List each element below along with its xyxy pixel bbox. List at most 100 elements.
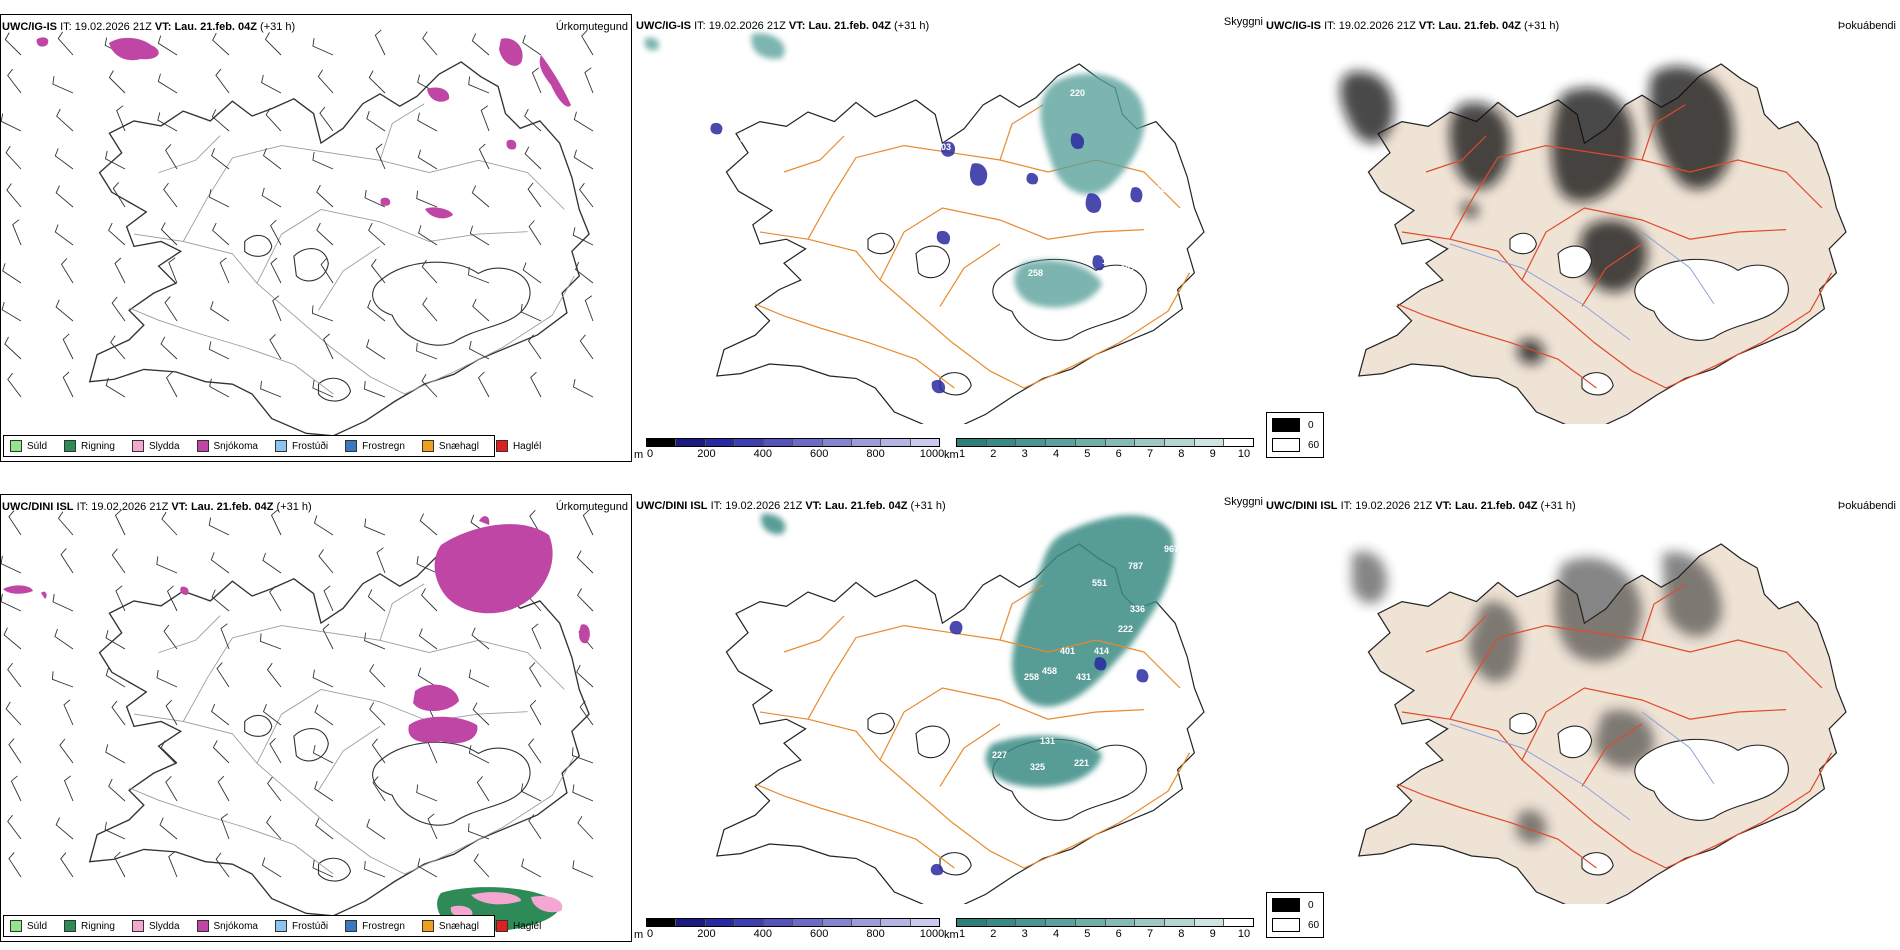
wind-barb xyxy=(467,823,490,840)
wind-barb xyxy=(110,335,126,360)
wind-barb xyxy=(418,225,438,246)
colorbar-bin xyxy=(1046,439,1076,446)
wind-barb xyxy=(1,555,22,574)
fog-legend-swatch xyxy=(1272,418,1300,432)
wind-barb xyxy=(163,624,178,650)
fog-map-dini xyxy=(1352,543,1847,904)
legend-label: Haglél xyxy=(512,920,542,932)
colorbar-tick: 1000 xyxy=(919,448,945,460)
wind-barb xyxy=(530,371,542,398)
colorbar-bin xyxy=(676,919,706,926)
wind-barb xyxy=(472,702,490,726)
wind-barb xyxy=(477,371,490,398)
visibility-value-label: 220 xyxy=(1070,88,1085,98)
wind-barb xyxy=(364,189,386,208)
wind-barb xyxy=(208,517,230,536)
wind-barb xyxy=(266,815,282,840)
precip-legend-item: Slydda xyxy=(126,440,180,452)
colorbar-bin xyxy=(1164,439,1195,446)
precip-legend-item: Haglél xyxy=(490,920,541,932)
vis-label-layer: 220 78 42 97 153 190 258 222 83 63 68 103 33 xyxy=(740,88,1166,391)
visibility-value-label: 78 xyxy=(1012,182,1022,192)
fog-legend-row: 0 xyxy=(1272,898,1314,912)
wind-barb xyxy=(219,257,230,284)
visibility-colorbar: km 1 2 3 4 5 6 7 8 9 10 xyxy=(944,436,1254,462)
colorbar-bin xyxy=(1075,919,1106,926)
wind-barb xyxy=(220,623,230,650)
visibility-value-label: 33 xyxy=(922,381,932,391)
wind-barb xyxy=(12,219,22,246)
wind-barb xyxy=(7,662,22,688)
wind-barb xyxy=(469,225,490,246)
wind-barb xyxy=(419,513,438,536)
colorbar-tick: 0 xyxy=(646,928,654,940)
colorbar-unit: km xyxy=(944,929,959,941)
visibility-panel-dini: 967 787 551 336 222 401 414 431 258 458 443 131 325 2… xyxy=(632,494,1263,942)
colorbar-bin xyxy=(881,439,911,446)
colorbar-bin xyxy=(734,919,765,926)
fog-intensity xyxy=(1340,66,1734,365)
visibility-value-label: 227 xyxy=(992,750,1007,760)
visibility-value-label: 42 xyxy=(1038,206,1048,216)
wind-barb xyxy=(52,76,74,94)
panel-name: Þokuábendi xyxy=(1837,500,1896,512)
wind-barb xyxy=(1,593,22,612)
colorbar-bin xyxy=(647,439,677,446)
wind-barb xyxy=(3,627,22,650)
wind-barb xyxy=(211,703,230,726)
wind-barb xyxy=(368,70,386,94)
colorbar-bin xyxy=(1224,919,1254,926)
legend-swatch xyxy=(274,440,287,452)
wind-barb xyxy=(163,182,178,208)
fog-legend-swatch xyxy=(1272,918,1300,932)
visibility-value-label: 414 xyxy=(1094,646,1109,656)
wind-barb xyxy=(114,851,126,878)
wind-barb xyxy=(364,632,386,650)
wind-barb xyxy=(112,182,126,208)
legend-label: Snjókoma xyxy=(213,920,258,932)
wind-barb xyxy=(159,817,178,840)
legend-swatch xyxy=(345,920,358,932)
wind-barb xyxy=(111,296,126,322)
wind-barb xyxy=(314,781,334,802)
colorbar-tick: 2 xyxy=(990,448,997,460)
wind-barb xyxy=(62,371,74,398)
wind-barb xyxy=(212,222,230,246)
wind-barb xyxy=(4,336,22,360)
legend-label: Frostúði xyxy=(291,440,329,452)
visibility-value-label: 131 xyxy=(1040,736,1055,746)
wind-barb xyxy=(582,509,594,536)
wind-barb xyxy=(6,183,22,208)
colorbar-tick: 400 xyxy=(753,448,772,460)
visibility-value-label: 458 xyxy=(1042,666,1057,676)
wind-barb xyxy=(104,821,126,840)
colorbar-bin xyxy=(1105,919,1136,926)
wind-barb xyxy=(267,776,282,802)
wind-barb xyxy=(261,857,282,878)
precip-legend-item: Frostúði xyxy=(269,440,328,452)
wind-barb xyxy=(208,341,230,360)
wind-barb xyxy=(156,556,178,574)
wind-barb xyxy=(210,301,230,322)
wind-barb xyxy=(422,31,438,56)
colorbar-bin xyxy=(1016,919,1047,926)
wind-barb xyxy=(573,149,594,170)
wind-barb xyxy=(8,510,22,536)
fog-legend-swatch xyxy=(1272,898,1300,912)
visibility-panel-ig: 220 78 42 97 153 190 258 222 83 63 68 103 33 UWC/IG-… xyxy=(632,14,1263,462)
wind-barb xyxy=(269,333,282,360)
wind-barb xyxy=(168,257,178,284)
precip-legend-item: Rigning xyxy=(58,440,115,452)
legend-label: Rigning xyxy=(81,440,115,452)
precip-legend-item: Snæhagl xyxy=(416,440,479,452)
wind-barb xyxy=(105,744,126,764)
wind-barb xyxy=(156,669,178,688)
wind-barb xyxy=(269,585,282,612)
visibility-value-label: 222 xyxy=(1118,624,1133,634)
colorbar-bin xyxy=(910,439,939,446)
wind-barb xyxy=(375,143,386,170)
wind-barbs xyxy=(1,29,594,398)
wind-barb xyxy=(105,667,126,688)
